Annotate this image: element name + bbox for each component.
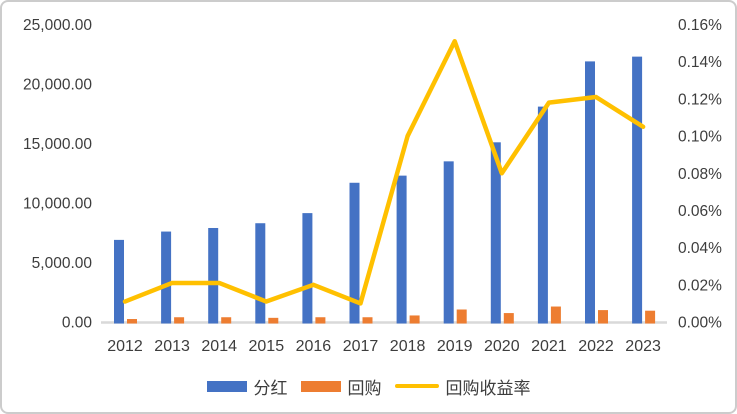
legend-label-yield: 回购收益率 [445,378,531,398]
x-axis-category-label: 2012 [107,338,143,355]
right-axis-tick-label: 0.02% [678,277,722,294]
right-axis-tick-label: 0.10% [678,129,722,146]
right-axis-tick-label: 0.16% [678,17,722,34]
buyback-bar-2019 [456,309,467,324]
dividend-bar-2012 [114,239,124,324]
dividend-bar-2017 [349,182,360,324]
legend-item-dividend: 分红 [206,374,288,399]
dividend-bar-2023 [632,56,643,324]
right-axis-tick-label: 0.08% [678,166,722,183]
dividend-bar-2019 [443,161,454,324]
chart-legend: 分红 回购 回购收益率 [2,374,735,398]
dividend-bar-2018 [396,175,407,324]
x-axis-category-label: 2018 [390,338,426,355]
x-axis-category-label: 2019 [437,338,473,355]
x-axis-category-label: 2016 [296,338,332,355]
dividend-bar-2022 [585,61,595,324]
dividend-bar-2013 [161,231,172,324]
dividend-bar-2014 [208,227,219,324]
legend-item-buyback: 回购 [300,374,382,399]
left-axis-tick-label: 5,000.00 [32,255,93,272]
x-axis-category-label: 2014 [201,338,237,355]
buyback-bar-2020 [503,313,514,324]
buyback-bar-2018 [409,315,420,324]
left-axis-tick-label: 15,000.00 [23,136,92,153]
left-axis-tick-label: 0.00 [62,315,93,332]
legend-swatch-dividend [206,380,247,392]
buyback-bar-2017 [362,317,373,324]
legend-label-buyback: 回购 [347,378,382,398]
buyback-bar-2022 [598,310,608,324]
yield-line [122,38,646,306]
dividend-bar-2016 [302,213,313,324]
x-axis-category-label: 2022 [578,338,614,355]
buyback-bar-2014 [221,317,232,324]
x-axis-category-label: 2020 [484,338,520,355]
right-axis-tick-label: 0.12% [678,91,722,108]
legend-swatch-yield [394,384,439,388]
right-axis-tick-label: 0.00% [678,315,722,332]
x-axis-category-label: 2023 [625,338,661,355]
buyback-bar-2015 [268,317,279,324]
dividend-bar-2020 [490,142,501,324]
left-axis-tick-label: 20,000.00 [23,77,92,94]
right-axis-tick-label: 0.14% [678,54,722,71]
x-axis-category-label: 2013 [154,338,190,355]
buyback-bar-2016 [315,317,326,324]
legend-item-yield: 回购收益率 [394,374,531,399]
buyback-bar-2012 [127,319,137,324]
legend-label-dividend: 分红 [253,378,288,398]
buyback-bar-2021 [550,306,561,324]
dividend-bar-2021 [537,106,548,324]
right-axis-tick-label: 0.06% [678,203,722,220]
buyback-bar-2023 [645,310,656,324]
dividend-bar-2015 [255,223,266,324]
right-axis-tick-label: 0.04% [678,240,722,257]
left-axis-tick-label: 10,000.00 [23,196,92,213]
x-axis-category-label: 2021 [531,338,567,355]
buyback-bar-2013 [174,317,185,324]
legend-swatch-buyback [300,380,341,392]
x-axis-category-label: 2017 [343,338,379,355]
left-axis-tick-label: 25,000.00 [23,17,92,34]
x-axis-category-label: 2015 [249,338,285,355]
